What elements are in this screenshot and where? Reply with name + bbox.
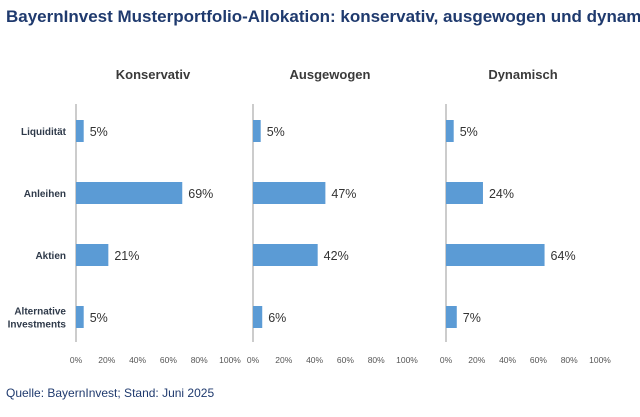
tick-label-2-5: 100% — [589, 355, 611, 365]
value-label-1-0: 5% — [267, 125, 285, 139]
value-label-0-1: 69% — [188, 187, 213, 201]
tick-label-1-1: 20% — [275, 355, 292, 365]
value-label-2-3: 7% — [463, 311, 481, 325]
chart-panels: Liquidität Anleihen Aktien Alternative Inves… — [8, 67, 612, 365]
bar-1-0 — [253, 120, 261, 142]
source-note: Quelle: BayernInvest; Stand: Juni 2025 — [6, 386, 214, 400]
panel-title-0: Konservativ — [116, 67, 191, 82]
value-label-1-3: 6% — [268, 311, 286, 325]
tick-label-0-1: 20% — [98, 355, 115, 365]
value-label-0-0: 5% — [90, 125, 108, 139]
value-label-2-2: 64% — [551, 249, 576, 263]
tick-label-2-3: 60% — [530, 355, 547, 365]
tick-label-0-4: 80% — [191, 355, 208, 365]
value-label-2-1: 24% — [489, 187, 514, 201]
tick-label-0-0: 0% — [70, 355, 83, 365]
tick-label-0-5: 100% — [219, 355, 241, 365]
bar-0-3 — [76, 306, 84, 328]
value-label-2-0: 5% — [460, 125, 478, 139]
tick-label-1-3: 60% — [337, 355, 354, 365]
category-label-3-0: Alternative — [14, 307, 66, 318]
value-label-0-3: 5% — [90, 311, 108, 325]
bar-0-1 — [76, 182, 183, 204]
category-label-0: Liquidität — [21, 127, 67, 138]
tick-label-1-4: 80% — [368, 355, 385, 365]
bar-1-1 — [253, 182, 326, 204]
category-label-3-1: Investments — [8, 320, 67, 331]
tick-label-1-0: 0% — [247, 355, 260, 365]
tick-label-1-5: 100% — [396, 355, 418, 365]
category-label-1: Anleihen — [24, 189, 66, 200]
chart-title: BayernInvest Musterportfolio-Allokation:… — [6, 7, 640, 26]
value-label-0-2: 21% — [114, 249, 139, 263]
bar-0-2 — [76, 244, 109, 266]
value-label-1-2: 42% — [324, 249, 349, 263]
bar-2-1 — [446, 182, 483, 204]
tick-label-0-2: 40% — [129, 355, 146, 365]
tick-label-2-0: 0% — [440, 355, 453, 365]
tick-label-2-1: 20% — [468, 355, 485, 365]
bar-2-2 — [446, 244, 545, 266]
panel-title-1: Ausgewogen — [290, 67, 371, 82]
tick-label-2-4: 80% — [561, 355, 578, 365]
bar-0-0 — [76, 120, 84, 142]
tick-label-2-2: 40% — [499, 355, 516, 365]
bar-1-3 — [253, 306, 263, 328]
value-label-1-1: 47% — [331, 187, 356, 201]
bar-1-2 — [253, 244, 318, 266]
tick-label-0-3: 60% — [160, 355, 177, 365]
bar-2-3 — [446, 306, 457, 328]
tick-label-1-2: 40% — [306, 355, 323, 365]
category-label-2: Aktien — [35, 251, 66, 262]
panel-title-2: Dynamisch — [488, 67, 557, 82]
bar-2-0 — [446, 120, 454, 142]
